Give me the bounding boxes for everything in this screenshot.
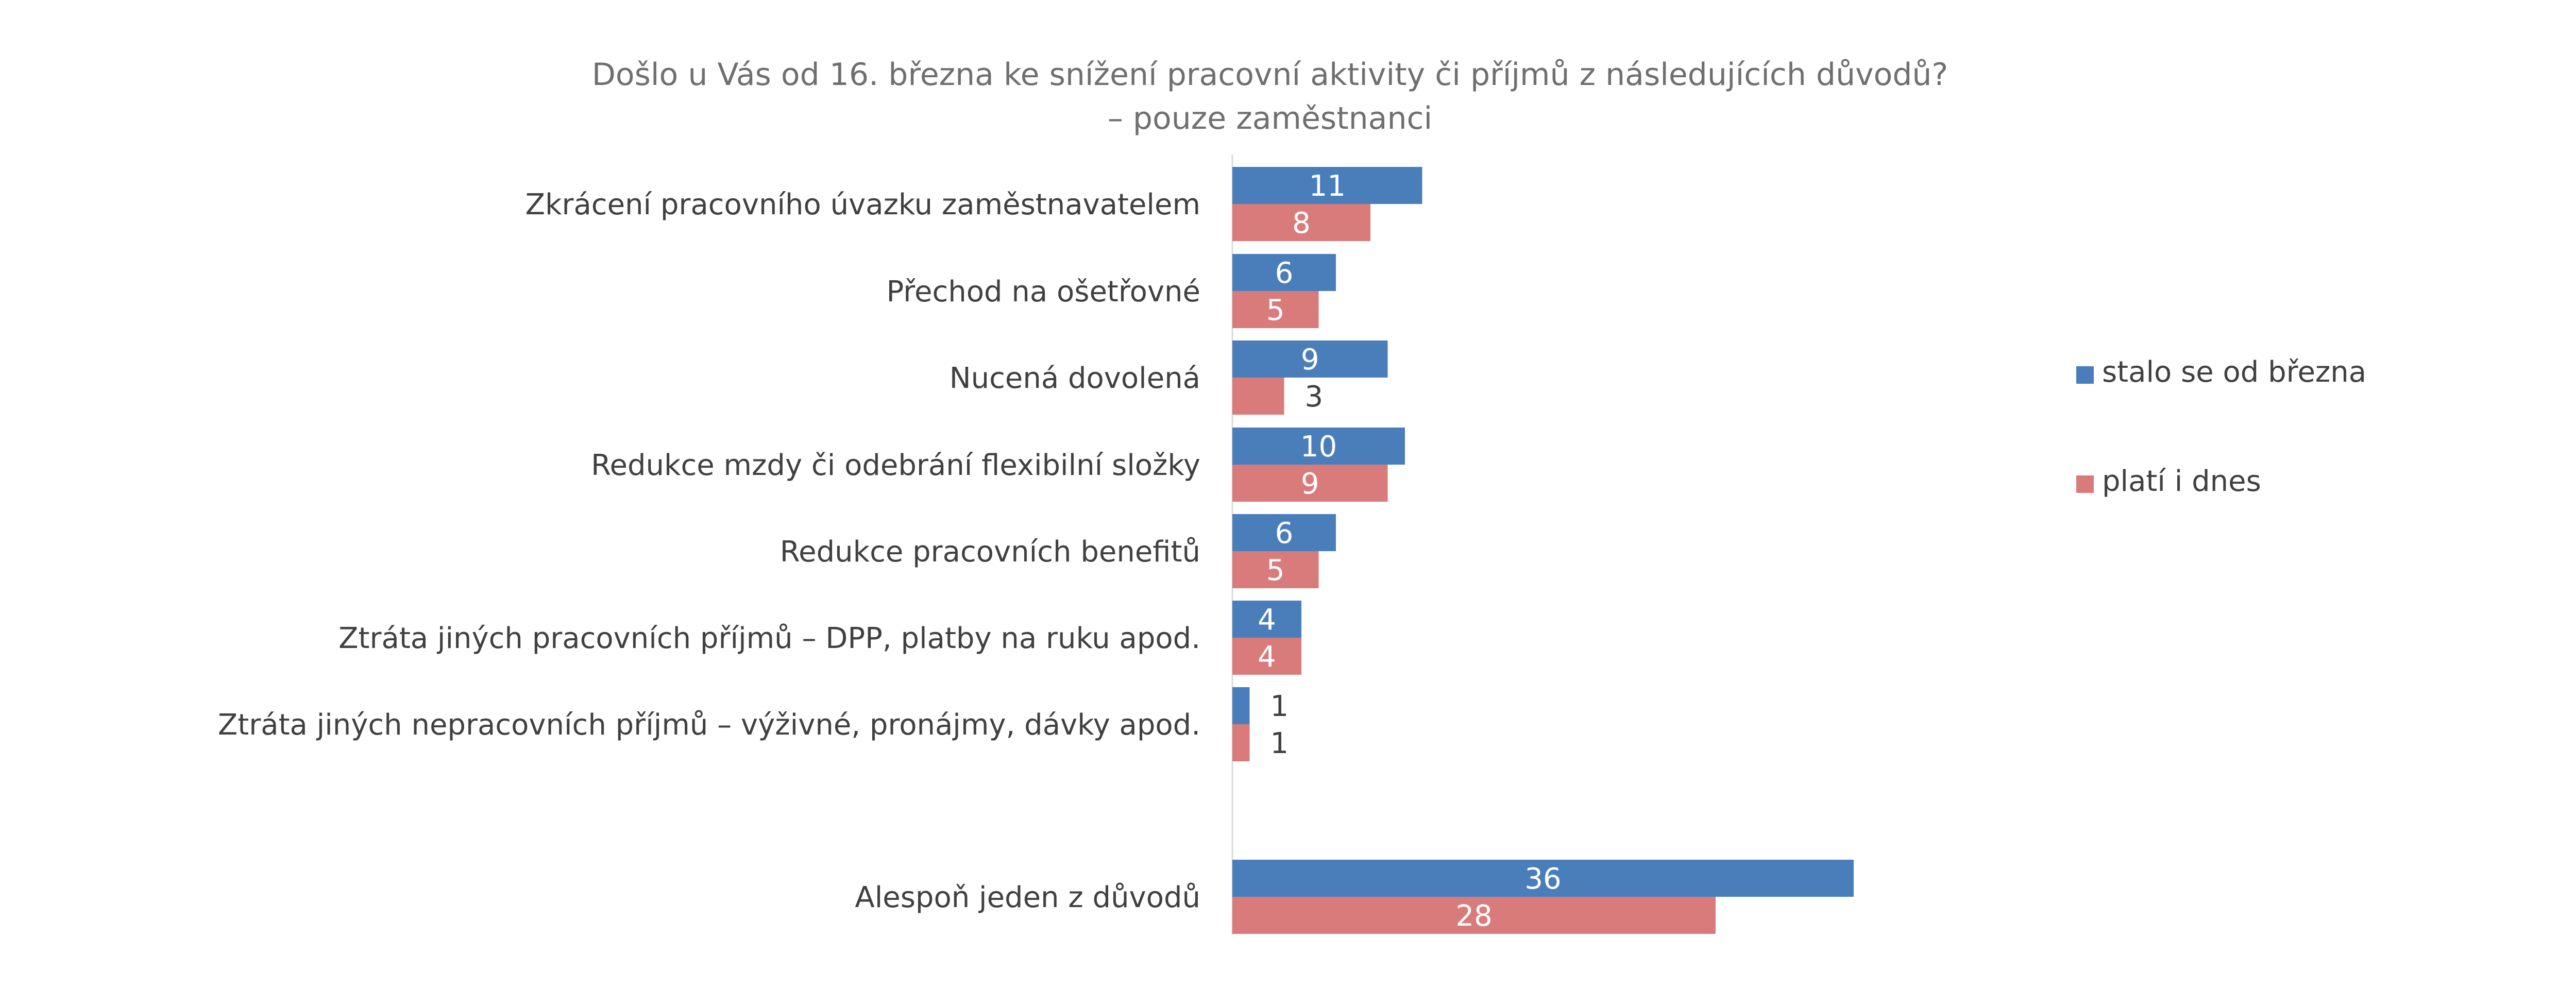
data-label: 36 <box>1524 862 1561 896</box>
legend-label: platí i dnes <box>2102 465 2261 498</box>
category-label: Přechod na ošetřovné <box>886 275 1200 309</box>
category-label: Ztráta jiných nepracovních příjmů – výži… <box>218 708 1200 742</box>
category-label: Ztráta jiných pracovních příjmů – DPP, p… <box>338 622 1200 655</box>
data-label: 28 <box>1455 899 1492 933</box>
bar-stalo-se-od-brezna <box>1232 428 1405 465</box>
data-label: 4 <box>1258 603 1276 637</box>
bar-plati-i-dnes <box>1232 638 1301 675</box>
data-label: 8 <box>1292 207 1311 240</box>
data-label: 6 <box>1275 517 1294 550</box>
data-label: 5 <box>1266 554 1285 587</box>
bar-plati-i-dnes <box>1232 378 1284 415</box>
category-label: Alespoň jeden z důvodů <box>855 881 1200 914</box>
data-label: 4 <box>1258 640 1276 674</box>
chart-title: Došlo u Vás od 16. března ke snížení pra… <box>592 57 1948 93</box>
bar-stalo-se-od-brezna <box>1232 601 1301 638</box>
legend-swatch <box>2076 366 2094 384</box>
category-label: Nucená dovolená <box>950 362 1200 395</box>
category-label: Redukce mzdy či odebrání flexibilní slož… <box>591 449 1200 482</box>
legend: stalo se od března platí i dnes <box>2076 355 2366 498</box>
data-label: 9 <box>1301 343 1319 377</box>
data-label: 6 <box>1275 257 1294 290</box>
data-label: 1 <box>1270 727 1289 760</box>
data-label: 5 <box>1266 294 1285 327</box>
category-label: Redukce pracovních benefitů <box>780 535 1200 569</box>
bar-stalo-se-od-brezna <box>1232 254 1336 291</box>
data-label: 1 <box>1270 690 1289 723</box>
bar-plati-i-dnes <box>1232 465 1388 502</box>
bars-layer: Zkrácení pracovního úvazku zaměstnavatel… <box>218 155 1854 935</box>
bar-stalo-se-od-brezna <box>1232 687 1250 724</box>
legend-swatch <box>2076 475 2094 493</box>
data-label: 10 <box>1300 430 1337 464</box>
bar-plati-i-dnes <box>1232 291 1319 328</box>
bar-plati-i-dnes <box>1232 897 1716 934</box>
data-label: 3 <box>1305 380 1324 414</box>
legend-label: stalo se od března <box>2102 355 2366 389</box>
bar-plati-i-dnes <box>1232 204 1370 241</box>
bar-stalo-se-od-brezna <box>1232 514 1336 551</box>
data-label: 9 <box>1301 467 1319 501</box>
data-label: 11 <box>1309 169 1346 203</box>
category-label: Zkrácení pracovního úvazku zaměstnavatel… <box>526 188 1200 221</box>
chart-subtitle: – pouze zaměstnanci <box>1108 100 1432 137</box>
bar-plati-i-dnes <box>1232 551 1319 588</box>
bar-stalo-se-od-brezna <box>1232 860 1854 897</box>
bar-stalo-se-od-brezna <box>1232 340 1388 378</box>
bar-plati-i-dnes <box>1232 724 1250 761</box>
bar-stalo-se-od-brezna <box>1232 167 1422 204</box>
